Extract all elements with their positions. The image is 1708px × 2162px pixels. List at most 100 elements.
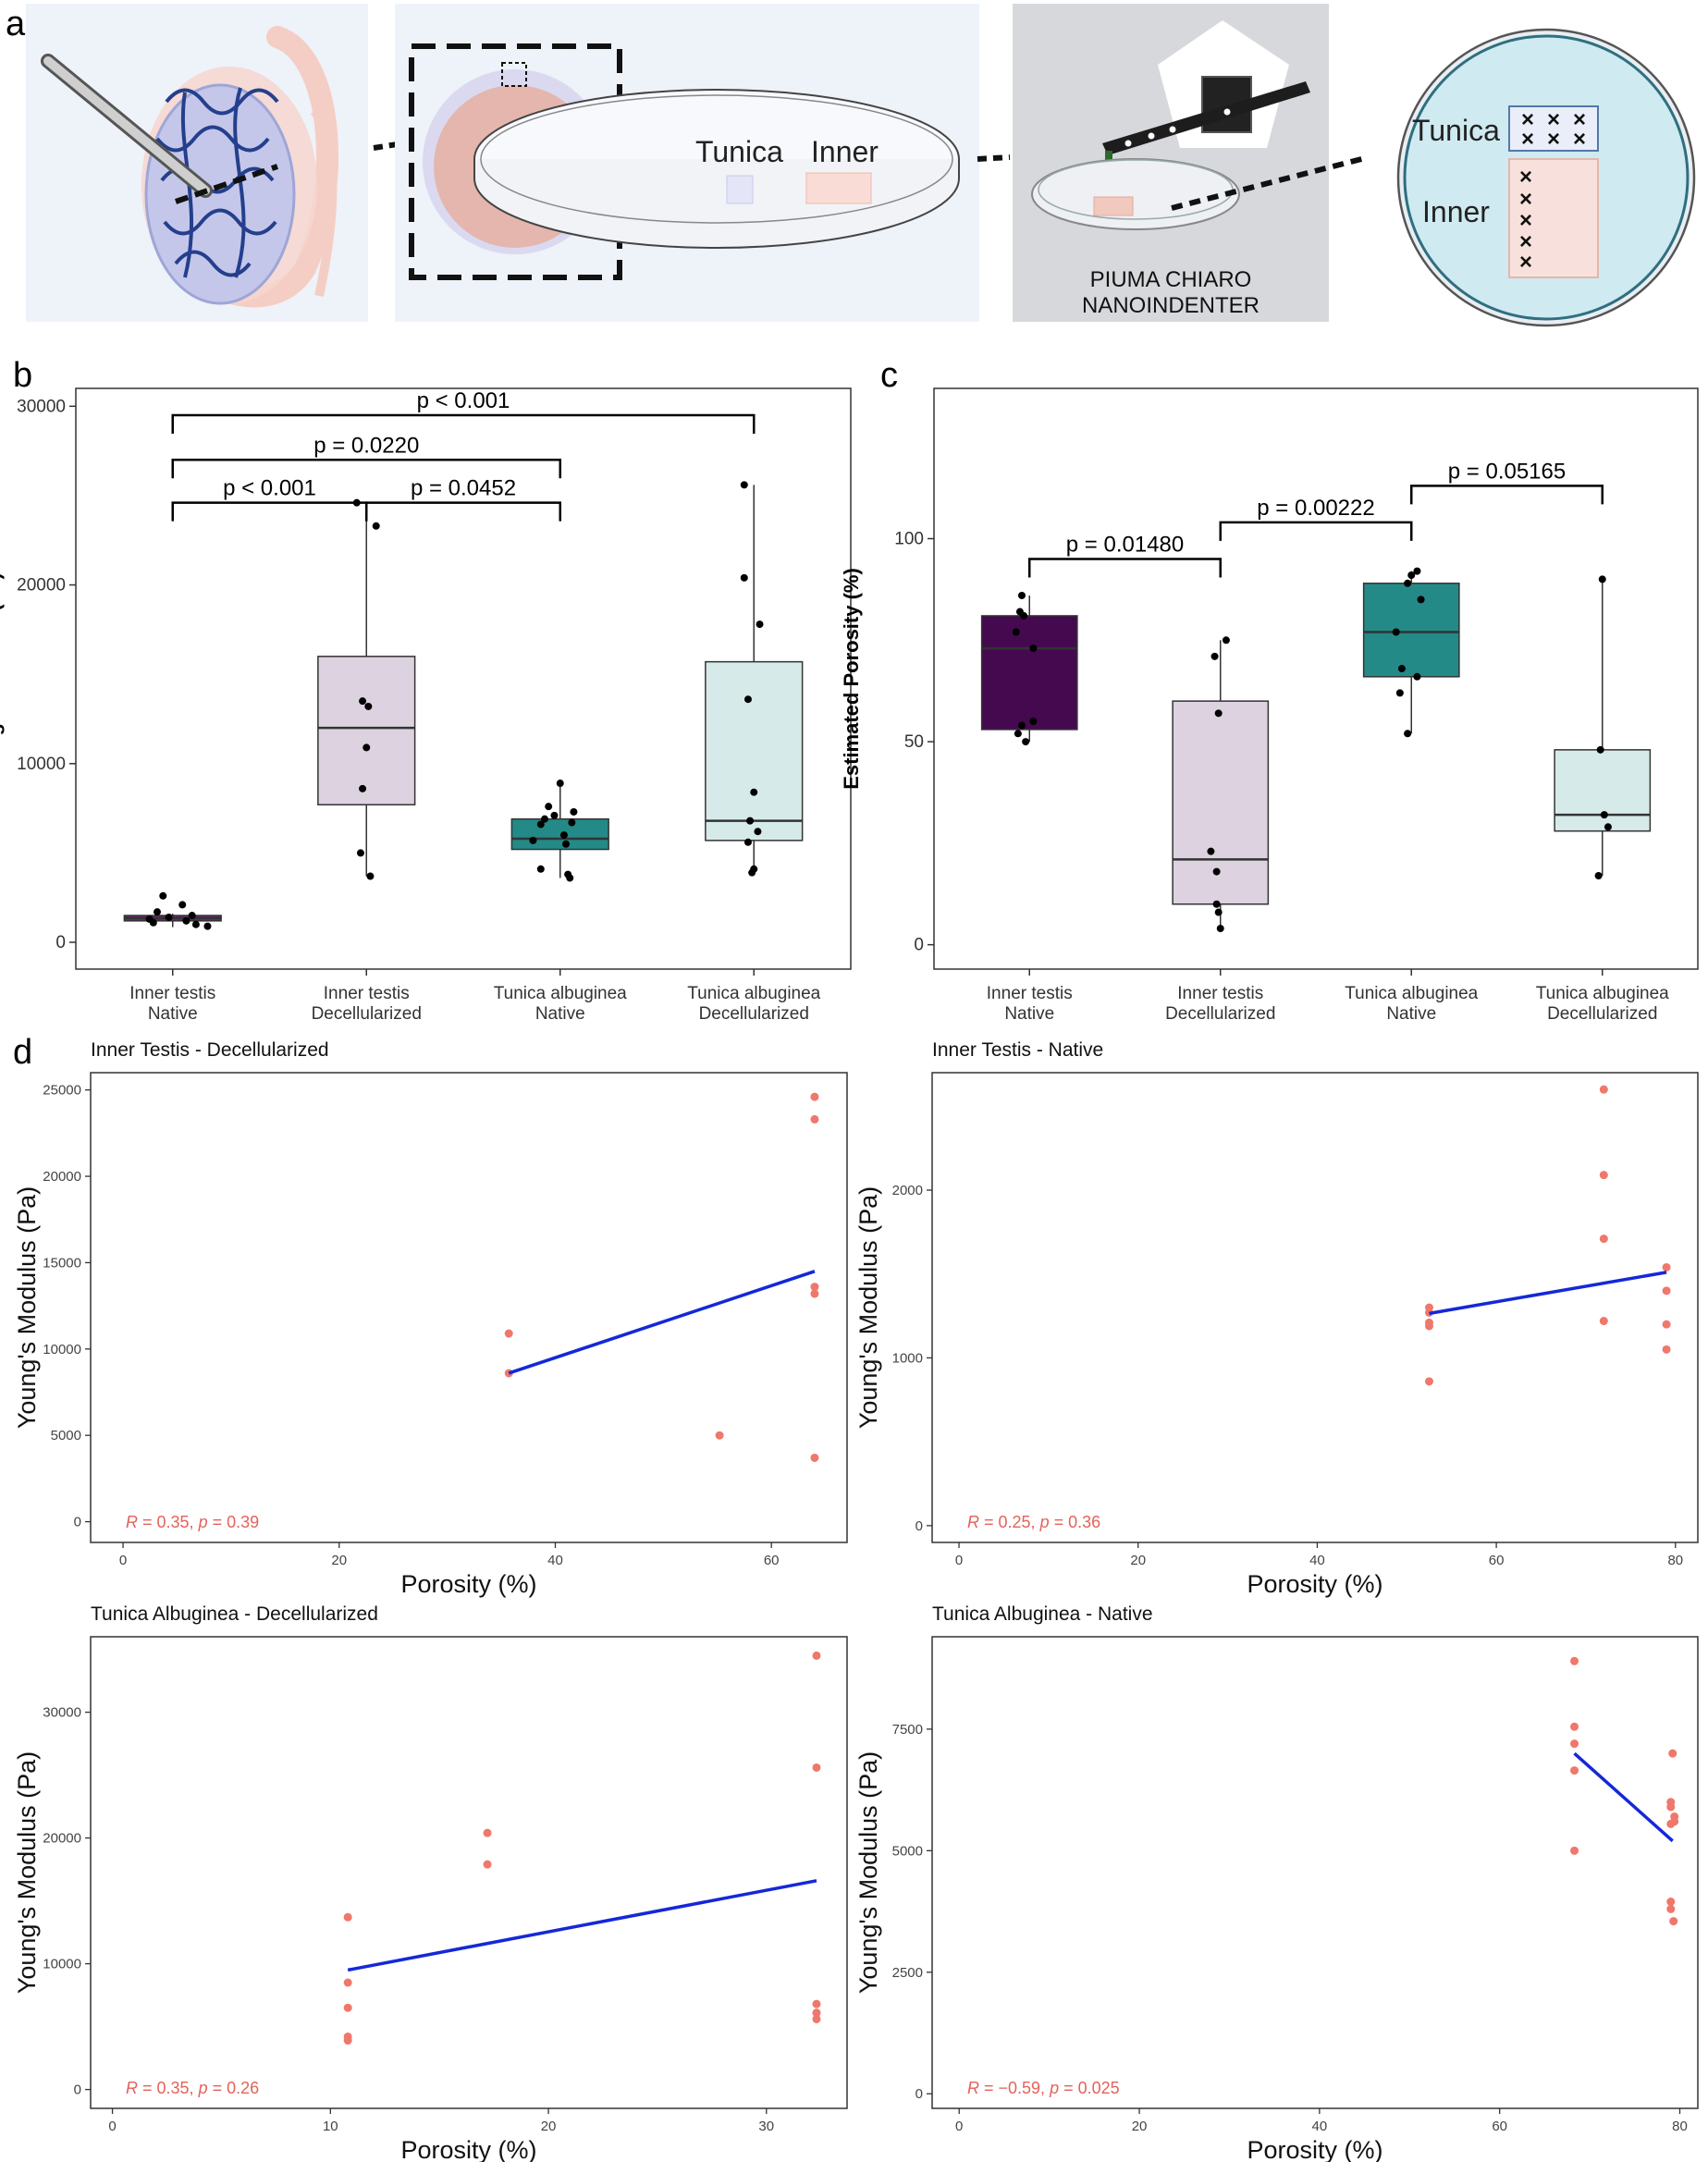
data-point [1570,1722,1579,1731]
data-point [504,1329,513,1338]
correlation-annotation: R = 0.35, p = 0.39 [126,1513,259,1531]
data-point [810,1289,819,1298]
data-point [191,920,200,928]
x-tick-label-line2: Native [535,1004,585,1024]
data-point [1210,652,1219,660]
x-tick-label-line1: Tunica albuginea [687,984,820,1003]
data-point [756,620,764,629]
data-point [810,1092,819,1101]
regression-line [508,1270,816,1375]
y-axis-label: Estimated Porosity (%) [840,568,863,790]
data-point [1417,596,1425,604]
scatter-tunica-native: Tunica Albuginea - Native 0 2500 5000 7500 0 2… [854,1603,1699,2162]
data-point [1014,730,1022,738]
data-point [740,573,748,582]
measurement-x-mark: × [1547,107,1560,132]
correlation-annotation: R = 0.25, p = 0.36 [967,1513,1100,1531]
data-point [1599,1317,1608,1326]
y-tick-label: 10000 [43,1957,81,1972]
data-point [536,865,545,873]
data-point [812,1999,821,2008]
data-point [483,1860,492,1869]
p-value: = 0.025 [1059,2079,1120,2097]
data-point [570,807,578,816]
porosity-boxplot: 0 50 100 Estimated Porosity (%) Inner testis… [840,387,1699,1024]
data-point [1662,1262,1671,1271]
data-point [715,1431,724,1440]
y-tick-label: 20000 [17,576,66,596]
box [510,817,609,851]
y-tick-label: 1000 [892,1350,923,1366]
data-point [366,872,375,880]
data-point [1662,1345,1671,1354]
data-point [359,697,367,706]
measurement-x-mark: × [1521,107,1534,132]
x-tick-label: 60 [764,1553,780,1568]
chart-title: Inner Testis - Native [932,1039,1103,1061]
x-tick-label-line2: Native [1386,1004,1436,1024]
data-point [1212,867,1221,876]
data-point [145,915,154,923]
data-point [1598,575,1606,583]
data-point [1022,738,1030,746]
y-axis-label: Young's Modulus (Pa) [854,1751,882,1994]
data-point [740,481,748,489]
data-point [343,2003,352,2012]
data-point [1017,591,1026,599]
y-tick-label: 15000 [43,1255,81,1271]
box [1172,700,1270,905]
plot-frame [931,1072,1699,1543]
x-tick-label-line1: Inner testis [987,984,1073,1003]
chart-title: Inner Testis - Decellularized [91,1039,329,1061]
plot-frame [931,1636,1699,2109]
data-point [1570,1766,1579,1775]
y-tick-label: 10000 [17,755,66,774]
data-point [559,831,568,840]
data-point [750,788,758,796]
r-value: = 0.35, [138,1513,199,1531]
measurement-x-mark: × [1519,250,1532,275]
r-value: = 0.35, [138,2079,199,2097]
y-tick-label: 0 [915,1518,923,1534]
x-tick-label: 40 [1312,2119,1328,2134]
measurement-x-mark: × [1519,208,1532,233]
y-axis-label: Young's Modulus (Pa) [13,1186,41,1429]
data-point [812,2014,821,2023]
x-tick-label: 0 [955,2119,963,2134]
data-point [188,912,196,920]
y-tick-label: 30000 [43,1705,81,1721]
data-point [1596,745,1604,754]
data-point [1404,579,1412,587]
y-tick-label: 100 [894,529,924,548]
data-point [540,815,548,823]
data-point [1662,1320,1671,1329]
data-point [372,522,380,530]
data-point [1207,847,1215,855]
regression-line [1429,1271,1667,1316]
data-point [810,1283,819,1292]
data-point [359,784,367,792]
tissue-section-illustration: Tunica Inner [395,4,979,322]
y-tick-label: 0 [55,933,66,952]
data-point [1012,628,1020,636]
map-inner-label: Inner [1422,195,1490,228]
data-point [1020,611,1028,620]
y-tick-label: 50 [904,732,924,752]
data-point [568,818,576,827]
data-point [1594,871,1603,879]
p-value-label: p < 0.001 [223,476,316,501]
data-point [178,901,187,909]
y-tick-label: 2000 [892,1183,923,1198]
y-tick-label: 20000 [43,1169,81,1185]
data-point [566,874,574,882]
p-value-label: p = 0.01480 [1066,532,1184,557]
significance-bracket [1219,521,1413,541]
data-point [1604,823,1612,831]
x-tick-label-line1: Tunica albuginea [1536,984,1669,1003]
box [1554,749,1652,832]
data-point [1424,1321,1433,1331]
data-point [203,922,212,930]
significance-bracket [171,459,561,479]
y-tick-label: 0 [915,2086,923,2102]
